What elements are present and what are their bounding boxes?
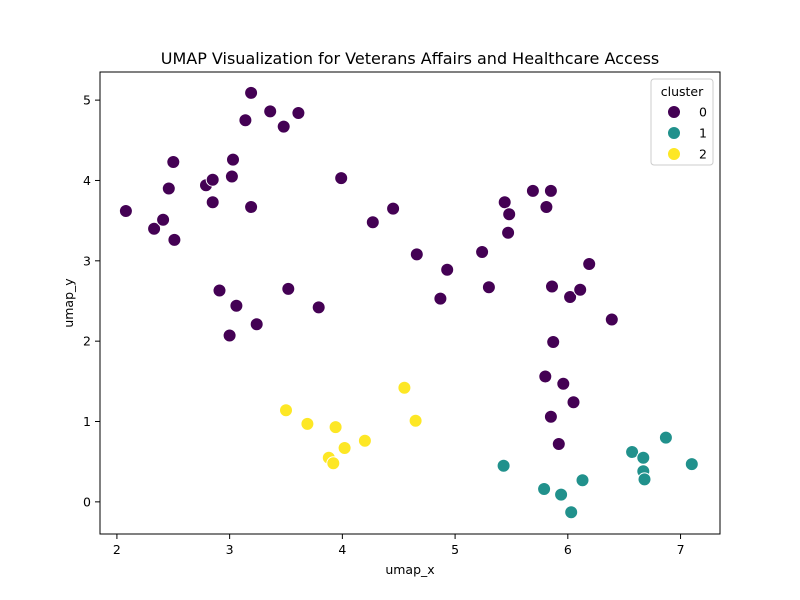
data-point-cluster-2: [328, 420, 343, 435]
data-point-cluster-2: [337, 441, 352, 455]
y-tick-label: 4: [83, 173, 91, 188]
x-tick-label: 2: [113, 542, 121, 557]
legend-title: cluster: [661, 84, 704, 99]
data-point-cluster-1: [537, 482, 552, 496]
data-point-cluster-0: [311, 300, 326, 315]
data-point-cluster-0: [118, 204, 133, 218]
data-point-cluster-0: [291, 106, 306, 120]
y-tick-label: 1: [83, 414, 91, 429]
legend-marker-1: [667, 126, 681, 140]
x-axis-label: umap_x: [385, 562, 434, 577]
data-point-cluster-0: [501, 225, 516, 240]
data-point-cluster-0: [263, 104, 278, 119]
data-point-cluster-0: [543, 409, 558, 424]
data-point-cluster-2: [408, 413, 423, 428]
data-point-cluster-1: [658, 430, 673, 445]
x-tick-label: 7: [677, 542, 685, 557]
y-tick-label: 0: [83, 494, 91, 509]
legend-entries: 0 1 2: [667, 105, 707, 162]
data-point-cluster-0: [249, 317, 264, 332]
x-tick-label: 5: [451, 542, 459, 557]
legend-label-2: 2: [699, 147, 707, 162]
data-point-cluster-0: [502, 207, 517, 222]
data-point-cluster-0: [334, 171, 349, 186]
legend-marker-2: [667, 147, 681, 161]
data-point-cluster-0: [205, 195, 220, 210]
y-tick-label: 2: [83, 334, 91, 349]
data-point-cluster-0: [229, 298, 244, 313]
data-point-cluster-0: [582, 257, 597, 271]
data-point-cluster-0: [238, 113, 253, 128]
x-tick-label: 3: [226, 542, 234, 557]
data-point-cluster-0: [244, 200, 259, 214]
data-point-cluster-1: [625, 445, 640, 459]
chart-title: UMAP Visualization for Veterans Affairs …: [161, 49, 660, 68]
data-point-cluster-2: [397, 380, 412, 395]
data-point-cluster-0: [205, 172, 220, 187]
data-point-cluster-0: [276, 119, 291, 134]
data-point-cluster-0: [497, 195, 512, 210]
data-point-cluster-1: [637, 472, 652, 487]
y-tick-label: 5: [83, 93, 91, 108]
data-point-cluster-1: [554, 487, 569, 502]
data-point-cluster-0: [566, 395, 581, 410]
data-point-cluster-1: [564, 505, 579, 520]
data-point-cluster-0: [563, 290, 578, 304]
data-point-cluster-0: [156, 212, 171, 227]
legend-label-1: 1: [699, 126, 707, 141]
data-point-cluster-1: [575, 473, 590, 488]
data-point-cluster-0: [440, 262, 455, 277]
x-axis-ticks: 2 3 4 5 6 7: [113, 534, 685, 557]
data-point-cluster-0: [543, 183, 558, 198]
data-point-cluster-0: [244, 85, 259, 100]
data-point-cluster-0: [481, 280, 496, 295]
data-point-cluster-0: [539, 200, 554, 214]
data-point-cluster-0: [161, 181, 176, 196]
data-point-cluster-0: [525, 183, 540, 198]
legend: cluster 0 1 2: [650, 78, 714, 166]
data-point-cluster-0: [167, 232, 182, 247]
plot-points: [118, 85, 699, 520]
x-tick-label: 6: [564, 542, 572, 557]
data-point-cluster-0: [224, 169, 239, 184]
data-point-cluster-0: [409, 247, 424, 262]
data-point-cluster-0: [551, 437, 566, 451]
data-point-cluster-0: [475, 245, 490, 259]
y-axis-ticks: 0 1 2 3 4 5: [83, 93, 100, 509]
data-point-cluster-2: [279, 403, 293, 418]
data-point-cluster-0: [545, 279, 559, 294]
legend-box: [650, 78, 714, 166]
data-point-cluster-2: [357, 433, 372, 448]
data-point-cluster-0: [604, 312, 619, 327]
data-point-cluster-0: [386, 201, 401, 216]
y-axis-label: umap_y: [61, 278, 76, 328]
data-point-cluster-0: [147, 221, 162, 236]
data-point-cluster-2: [326, 456, 341, 471]
data-point-cluster-1: [636, 450, 651, 465]
y-tick-label: 3: [83, 253, 91, 268]
data-point-cluster-0: [433, 291, 448, 306]
data-point-cluster-1: [496, 458, 511, 473]
x-tick-label: 4: [338, 542, 346, 557]
data-point-cluster-0: [226, 152, 240, 167]
data-point-cluster-0: [365, 215, 380, 230]
data-point-cluster-0: [222, 328, 237, 343]
plot-frame: [99, 71, 721, 535]
data-point-cluster-0: [538, 369, 553, 384]
data-point-cluster-0: [281, 281, 296, 296]
data-point-cluster-0: [212, 283, 227, 298]
data-point-cluster-0: [556, 376, 571, 391]
legend-label-0: 0: [699, 105, 707, 120]
legend-marker-0: [667, 105, 681, 119]
data-point-cluster-1: [684, 457, 699, 472]
data-point-cluster-0: [546, 335, 561, 349]
data-point-cluster-0: [573, 282, 588, 297]
data-point-cluster-2: [300, 416, 315, 431]
data-point-cluster-0: [166, 155, 181, 169]
